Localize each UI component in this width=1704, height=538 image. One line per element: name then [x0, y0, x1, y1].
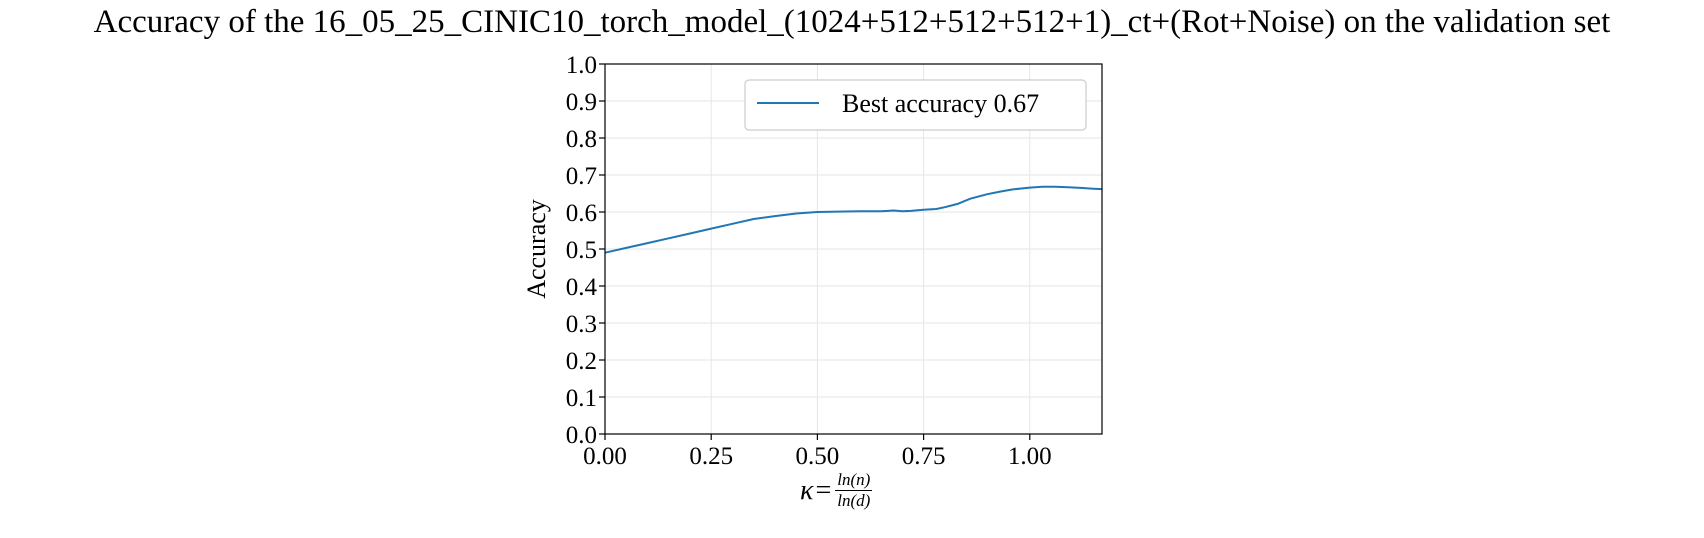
- y-tick-label: 0.1: [566, 385, 597, 412]
- x-tick-label: 0.00: [583, 443, 627, 470]
- y-tick-label: 0.3: [566, 311, 597, 338]
- x-axis-numerator: ln(n): [835, 470, 873, 491]
- x-tick-label: 0.75: [902, 443, 946, 470]
- y-axis-label: Accuracy: [522, 199, 551, 299]
- y-tick-label: 0.7: [566, 163, 597, 190]
- legend: Best accuracy 0.67: [744, 79, 1087, 131]
- y-tick-label: 1.0: [566, 52, 597, 79]
- y-tick-label: 0.2: [566, 348, 597, 375]
- chart-title: Accuracy of the 16_05_25_CINIC10_torch_m…: [93, 4, 1611, 40]
- accuracy-series-line: [604, 185, 1103, 254]
- series-layer: [604, 185, 1103, 254]
- x-axis-equals: =: [815, 474, 832, 506]
- x-tick-label: 1.00: [1008, 443, 1052, 470]
- y-tick-label: 0.8: [566, 126, 597, 153]
- legend-label: Best accuracy 0.67: [842, 89, 1039, 118]
- x-axis-ticks: 0.00 0.25 0.50 0.75 1.00: [583, 434, 1052, 470]
- y-tick-label: 0.0: [566, 422, 597, 449]
- x-tick-label: 0.50: [796, 443, 840, 470]
- y-axis-ticks: 0.0 0.1 0.2 0.3 0.4 0.5 0.6 0.7 0.8 0.9 1.0: [566, 52, 605, 449]
- x-axis-label: κ = ln(n) ln(d): [800, 470, 873, 511]
- y-tick-label: 0.5: [566, 237, 597, 264]
- y-tick-label: 0.9: [566, 89, 597, 116]
- y-tick-label: 0.6: [566, 200, 597, 227]
- y-tick-label: 0.4: [566, 274, 598, 301]
- x-axis-symbol: κ: [800, 474, 814, 506]
- x-axis-fraction: ln(n) ln(d): [835, 470, 873, 511]
- legend-box: [744, 79, 1087, 131]
- x-axis-denominator: ln(d): [837, 491, 871, 510]
- x-tick-label: 0.25: [689, 443, 733, 470]
